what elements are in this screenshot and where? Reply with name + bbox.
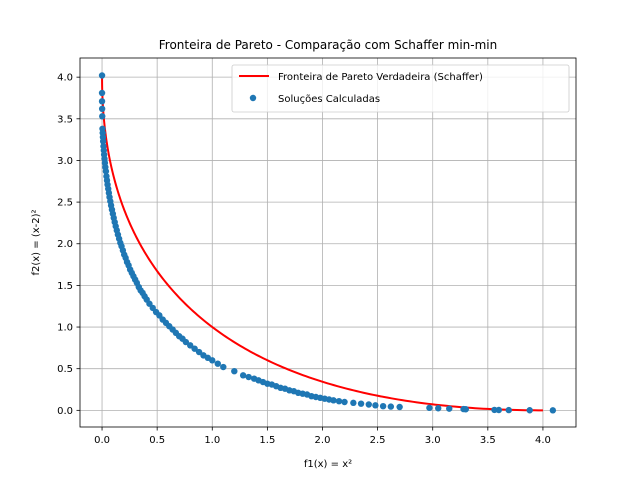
calculated-solution-point: [209, 357, 216, 364]
calculated-solution-point: [365, 401, 372, 408]
calculated-solution-point: [549, 407, 557, 414]
calculated-solution-point: [195, 348, 203, 356]
calculated-solution-point: [98, 72, 106, 79]
true-pareto-front-line: [101, 77, 543, 412]
y-tick-label: 1.5: [57, 281, 73, 292]
y-tick-label: 1.0: [57, 323, 73, 334]
calculated-solution-point: [335, 397, 343, 405]
y-tick-label: 2.5: [57, 198, 73, 209]
calculated-solution-point: [379, 402, 387, 410]
calculated-solution-point: [330, 397, 337, 404]
calculated-solution-point: [396, 403, 403, 411]
y-tick-label: 4.0: [57, 73, 73, 84]
calculated-solution-point: [341, 398, 348, 406]
y-tick-label: 3.5: [57, 114, 73, 125]
y-tick-label: 2.0: [57, 239, 73, 250]
x-tick-label: 0.5: [149, 435, 165, 446]
calculated-solution-point: [231, 367, 238, 375]
calculated-solution-point: [426, 404, 433, 412]
plot-frame: [79, 57, 577, 428]
calculated-solution-point: [191, 345, 198, 352]
x-tick-label: 2.0: [315, 435, 331, 446]
calculated-solution-point: [526, 407, 533, 414]
calculated-solution-point: [350, 399, 357, 407]
calculated-solution-point: [372, 402, 379, 409]
x-tick-label: 2.5: [370, 435, 386, 446]
calculated-solution-point: [98, 98, 106, 105]
y-tick-label: 0.0: [57, 406, 73, 417]
legend: Fronteira de Pareto Verdadeira (Schaffer…: [231, 64, 570, 113]
x-tick-label: 1.5: [259, 435, 275, 446]
calculated-solution-point: [182, 338, 190, 346]
calculated-solution-point: [239, 372, 247, 379]
x-axis-title: f1(x) = x²: [304, 459, 352, 470]
legend-label-true-front: Fronteira de Pareto Verdadeira (Schaffer…: [278, 72, 483, 83]
x-tick-label: 0.0: [94, 435, 110, 446]
x-tick-label: 4.0: [535, 435, 551, 446]
calculated-points-layer: [98, 72, 557, 414]
calculated-solution-point: [505, 406, 512, 414]
grid-layer: [80, 58, 576, 427]
calculated-solution-point: [435, 405, 442, 412]
calculated-solution-point: [462, 406, 469, 413]
calculated-solution-point: [98, 89, 106, 97]
calculated-solution-point: [495, 406, 503, 414]
calculated-solution-point: [187, 342, 194, 349]
legend-point-swatch: [249, 94, 257, 102]
y-tick-label: 0.5: [57, 364, 73, 375]
y-axis-title: f2(x) = (x-2)²: [31, 209, 42, 275]
calculated-solution-point: [220, 363, 227, 371]
true-front-line-layer: [101, 77, 543, 412]
calculated-solution-point: [357, 400, 365, 407]
calculated-solution-point: [387, 403, 395, 410]
chart-title: Fronteira de Pareto - Comparação com Sch…: [159, 38, 497, 52]
calculated-solution-point: [98, 105, 106, 113]
calculated-solution-point: [102, 168, 110, 175]
calculated-solution-point: [99, 113, 106, 120]
legend-label-calculated: Soluções Calculadas: [278, 94, 380, 105]
x-tick-label: 1.0: [204, 435, 220, 446]
calculated-solution-point: [99, 138, 107, 145]
y-tick-label: 3.0: [57, 156, 73, 167]
calculated-solution-point: [245, 373, 252, 381]
calculated-solution-point: [446, 405, 453, 412]
calculated-solution-point: [214, 360, 221, 367]
x-tick-label: 3.0: [425, 435, 441, 446]
x-tick-label: 3.5: [480, 435, 496, 446]
legend-box: [231, 64, 570, 113]
tick-layer: 0.0 0.5 1.0 1.5 2.0 2.5 3.0 3.5 4.0 0.0 0.5 1.0 1.5 2…: [57, 73, 551, 446]
